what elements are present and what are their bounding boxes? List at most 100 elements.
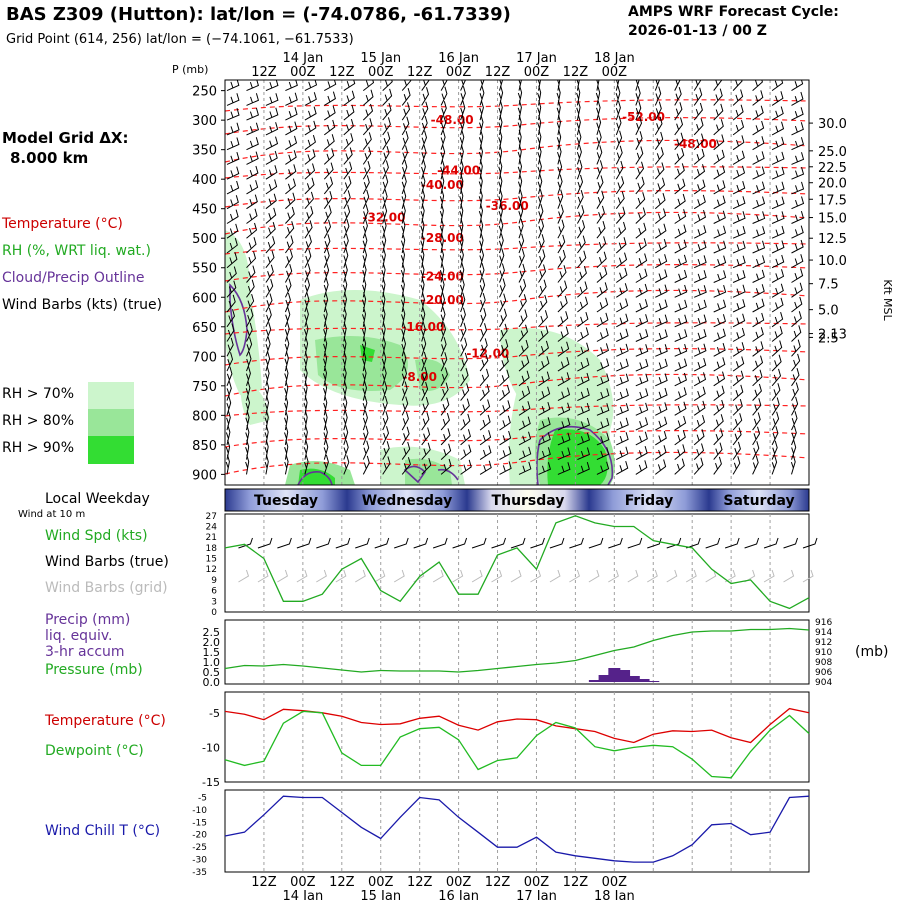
wind-barb [791, 325, 802, 342]
wind-barb [577, 387, 590, 402]
wind-barb [576, 174, 584, 195]
wind-barb [674, 269, 688, 283]
wind-barb [401, 351, 407, 372]
grid-wind-barb [569, 569, 581, 583]
wind-barb [655, 430, 667, 446]
pressure-tick-label: 450 [192, 203, 217, 218]
wind-barb [421, 442, 431, 460]
forecast-cycle-label: AMPS WRF Forecast Cycle: [628, 4, 839, 20]
wind-barb [440, 80, 448, 91]
wind-barb [304, 277, 311, 298]
wind-barb [674, 209, 687, 224]
wind-barb [616, 283, 628, 298]
wind-barb [401, 396, 409, 416]
wind-barb [538, 264, 547, 283]
wind-chill-line [224, 795, 810, 863]
wind-barb [557, 265, 567, 283]
wind-barb [246, 308, 254, 328]
wind-barb [246, 151, 259, 165]
wind-barb [635, 358, 649, 372]
wind-barb [381, 351, 387, 372]
wind-barb [615, 191, 625, 210]
grid-wind-barb [685, 569, 697, 583]
wind-barb [226, 294, 236, 313]
wind-barb [362, 80, 375, 91]
wind-barb [577, 250, 587, 269]
wind-barb [499, 354, 509, 372]
wind-barb [752, 240, 766, 254]
wind-barb [323, 134, 335, 151]
wind-barb [635, 402, 649, 416]
weekday-label: Saturday [723, 493, 794, 509]
wind-barb [790, 454, 796, 475]
top-hour-label: 12Z [485, 65, 511, 80]
wind-barb [285, 221, 295, 239]
wind-barb [304, 120, 317, 136]
wind-barb [732, 441, 741, 460]
wind-barb [479, 414, 491, 431]
surface-wind-barb [530, 537, 545, 549]
wind-barb [596, 115, 602, 136]
temperature-contour-line [225, 348, 809, 366]
wind-barb [557, 462, 571, 475]
precip-bar [637, 679, 650, 682]
wind-barb [265, 150, 278, 165]
surface-wind-barb [510, 537, 526, 549]
wind-speed-panel-frame [224, 513, 810, 613]
wind-barb [284, 249, 293, 268]
legend-wind-barbs: Wind Barbs (kts) (true) [2, 297, 163, 313]
pressure-unit-label: (mb) [855, 644, 889, 660]
wind-speed-line [224, 515, 810, 610]
wind-barb [226, 195, 239, 210]
height-axis-title: Kft MSL [881, 279, 894, 321]
pressure-tick-label: 300 [192, 114, 217, 129]
wind-barb [538, 294, 548, 313]
surface-wind-barb [647, 537, 662, 549]
precip-bar [588, 680, 601, 682]
wind-barb [285, 135, 298, 151]
wind-barb [674, 415, 687, 431]
grid-wind-barb [393, 569, 405, 583]
wind-barb [577, 296, 589, 313]
wind-barb [460, 80, 467, 91]
wind-barb [655, 373, 668, 387]
wind-barb [693, 118, 704, 136]
wind-barb [246, 122, 260, 136]
wind-barb [713, 210, 726, 224]
wind-barb [362, 189, 370, 209]
wind-barb [226, 237, 238, 254]
wind-barb [596, 297, 609, 313]
wind-barb [596, 403, 610, 416]
wind-barb [713, 371, 726, 387]
wind-barb [401, 159, 408, 180]
bottom-date-label: 16 Jan [438, 889, 479, 900]
wind-barb [635, 146, 644, 165]
wind-barb [596, 175, 604, 195]
height-tick-label: 12.5 [818, 232, 847, 247]
wind-barb [479, 292, 486, 313]
grid-wind-barb [471, 569, 483, 583]
wind-barb [713, 385, 725, 401]
grid-wind-barb [491, 569, 503, 583]
wind-barb [421, 336, 427, 357]
wind-barb [771, 151, 785, 165]
wind-barb [577, 281, 588, 298]
wind-barb [557, 249, 566, 268]
wind-barb [576, 220, 586, 239]
model-grid-value: 8.000 km [10, 149, 89, 167]
wind-barb [732, 342, 745, 357]
wind-barb [596, 220, 606, 239]
wind-barb [285, 206, 295, 224]
wind-barb [362, 146, 372, 165]
wind-barb [362, 440, 370, 460]
wind-barb [771, 136, 785, 151]
wind-barb [421, 457, 432, 475]
wind-barb [246, 222, 258, 239]
wind-barb [284, 292, 291, 313]
wind-barb [811, 93, 823, 106]
wind-barb [655, 445, 667, 461]
wind-barb [713, 284, 727, 298]
wind-barb [323, 205, 332, 224]
